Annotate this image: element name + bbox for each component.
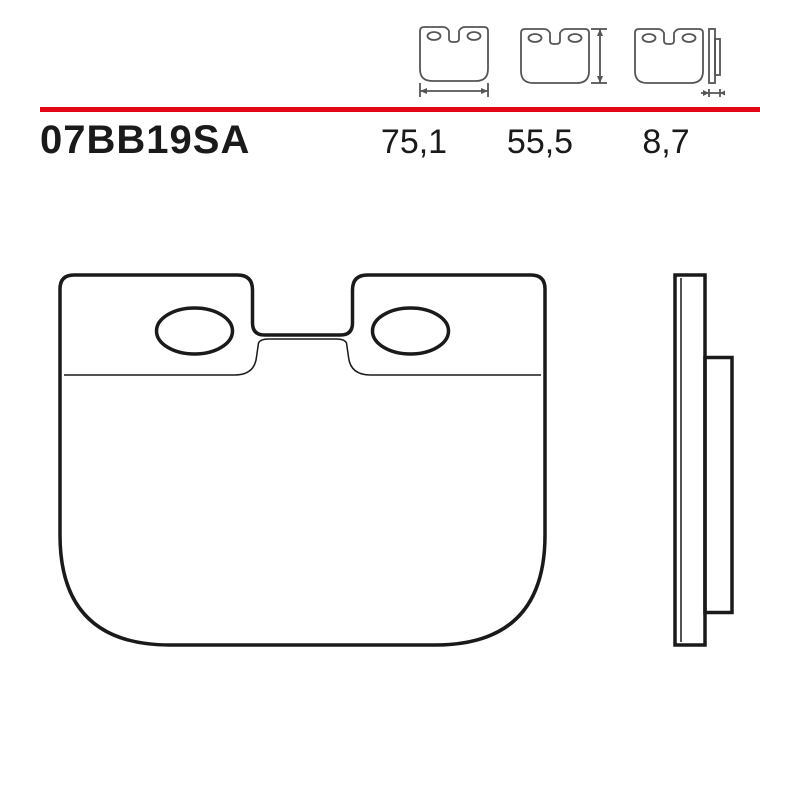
mounting-hole-right [373,308,449,354]
side-view-backplate [675,275,705,645]
divider-line [40,107,760,112]
dimension-height: 55,5 [501,123,579,162]
part-number: 07BB19SA [40,118,250,163]
side-view-friction-pad [705,358,732,613]
mounting-hole-left [157,308,233,354]
dimension-icons-row [0,25,800,101]
product-spec-diagram: 07BB19SA 75,1 55,5 8,7 [0,0,800,800]
height-dimension-icon [515,25,613,101]
dimension-width: 75,1 [375,123,453,162]
friction-surface-line [64,339,541,375]
spec-row: 07BB19SA 75,1 55,5 8,7 [40,118,760,163]
front-view-outline [60,275,545,645]
width-dimension-icon [409,25,499,101]
technical-drawing [35,215,765,735]
thickness-dimension-icon [629,25,725,101]
dimension-thickness: 8,7 [627,123,705,162]
